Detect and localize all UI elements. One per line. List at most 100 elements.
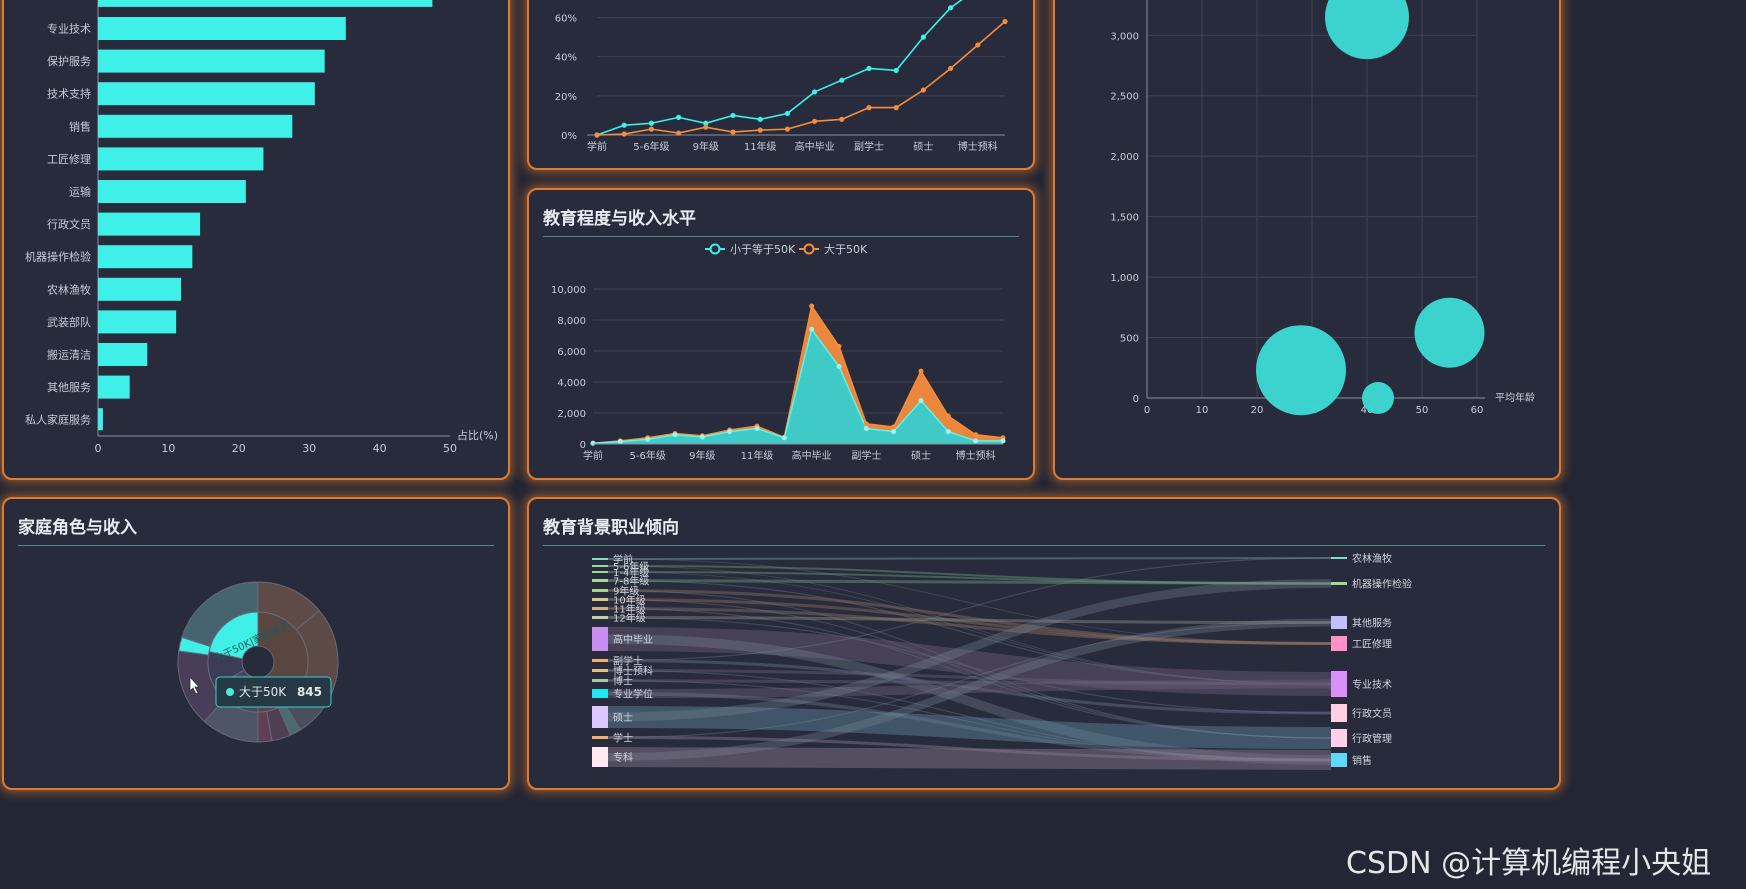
tooltip-value: 845 [297,685,322,699]
y-tick-label: 0% [561,131,577,142]
data-point [648,120,654,126]
panel-title: 家庭角色与收入 [18,518,137,538]
x-tick-label: 9年级 [689,449,715,462]
legend-label: 大于50K [824,242,868,256]
sankey-flow [607,736,1332,762]
data-point [812,89,818,95]
data-point [617,439,623,445]
y-tick-label: 4,000 [557,378,586,389]
sankey-node-label: 农林渔牧 [1352,552,1392,565]
x-tick-label: 博士预科 [956,449,996,462]
bubble [1414,297,1485,368]
sankey-flow [607,571,1332,585]
y-tick-label: 20% [555,92,577,103]
x-axis-label: 占比(%) [457,428,498,442]
y-tick-label: 技术支持 [47,87,91,101]
sankey-flow [607,558,1332,644]
series-line [596,0,963,136]
sankey-flow [607,691,1332,762]
education-ratio-chart: 0% 20% 40% 60% 学前 5-6年级 9年级 11年级 高中毕业 副学士 硕士 博士预科 [555,0,1008,153]
sankey-node [1331,671,1347,697]
sankey-node [1331,582,1347,585]
watermark: CSDN @计算机编程小央姐 [1346,846,1712,881]
y-tick-label: 搬运清洁 [47,348,91,362]
sankey-node-label: 专业学位 [613,688,653,701]
x-axis-label: 平均年龄 [1495,391,1535,404]
x-tick-label: 5-6年级 [633,140,669,153]
sankey-node [592,747,608,767]
legend-marker [803,243,815,255]
tooltip-box [215,676,332,708]
bubble [1256,325,1346,416]
sankey-node-label: 7-8年级 [613,575,649,588]
data-point [730,129,736,135]
education-income-chart[interactable]: 0 2,000 4,000 6,000 8,000 10,000 学前 5-6年级 9年级 11年… [529,190,1035,480]
bar [98,49,325,73]
data-point [809,326,815,332]
sankey-flow [607,598,1332,645]
sankey-node [592,669,608,672]
data-point [948,5,954,11]
data-point [672,432,678,438]
sankey-node [592,558,608,560]
tooltip-marker [226,688,234,696]
data-point [590,440,596,446]
x-tick-label: 40 [373,442,387,455]
sankey-flow [607,659,1332,715]
y-tick-label: 3,000 [1110,31,1139,42]
data-point [594,132,600,138]
data-point [948,65,954,72]
bar [98,343,148,366]
panel-title: 教育背景职业倾向 [543,518,679,538]
y-tick-label: 机器操作检验 [25,250,91,264]
age-bubble-chart: 010203040506005001,0001,5002,0002,5003,0… [1110,0,1535,416]
data-point [757,127,763,133]
data-point [918,398,924,404]
education-income-panel: 教育程度与收入水平 0 2,000 4,000 6,000 8,000 10,000 学前 5… [527,188,1035,480]
sankey-node [592,571,608,573]
data-point [621,131,627,137]
bar [98,310,177,334]
sankey-node-label: 机器操作检验 [1352,578,1412,591]
y-tick-label: 1,500 [1110,213,1139,224]
sankey-node-label: 学士 [613,732,633,745]
area-under-50k [593,329,1003,444]
bar [98,180,246,203]
sankey-node-label: 博士 [613,675,633,688]
cursor-icon [189,675,200,695]
y-tick-label: 私人家庭服务 [25,413,91,427]
education-career-sankey[interactable]: 学前5-6年级1-4年级7-8年级9年级10年级11年级12年级高中毕业副学士博… [529,499,1561,790]
sankey-flow [607,607,1332,739]
sankey-flow [607,571,1332,685]
bar [98,277,182,301]
family-income-panel: 家庭角色与收入 大于50K|家庭成员 大于50K 845 [2,497,510,790]
bubble [1362,382,1394,414]
bar [98,245,193,269]
x-tick-label: 高中毕业 [792,449,832,462]
data-point [918,368,924,374]
occupation-bar-chart: 专业技术保护服务技术支持销售工匠修理运输行政文员机器操作检验农林渔牧武装部队搬运… [25,0,498,455]
x-tick-label: 学前 [583,449,603,462]
y-tick-label: 6,000 [557,347,586,358]
sankey-node [1331,636,1347,651]
sankey-node-label: 学前 [613,553,633,566]
data-point [893,105,899,111]
data-point [839,116,845,122]
x-tick-label: 学前 [587,140,607,153]
data-point [781,435,787,441]
sankey-flow [607,747,1332,770]
bar [98,147,264,171]
data-point [975,42,981,48]
y-tick-label: 其他服务 [47,381,91,394]
title-divider [543,236,1019,237]
occupation-bar-panel: 专业技术 保护服务 技术支持 销售 工匠修理 运输 行政文员 机器操作检验 农林渔牧 武装部队 搬运… [2,0,510,480]
sankey-node-label: 副学士 [613,655,643,668]
sankey-node [592,679,608,682]
legend-label: 小于等于50K [730,242,796,256]
sankey-node [592,627,608,651]
data-point [973,438,979,444]
sankey-node [592,589,608,592]
x-tick-label: 高中毕业 [795,140,835,153]
data-point [621,122,627,128]
